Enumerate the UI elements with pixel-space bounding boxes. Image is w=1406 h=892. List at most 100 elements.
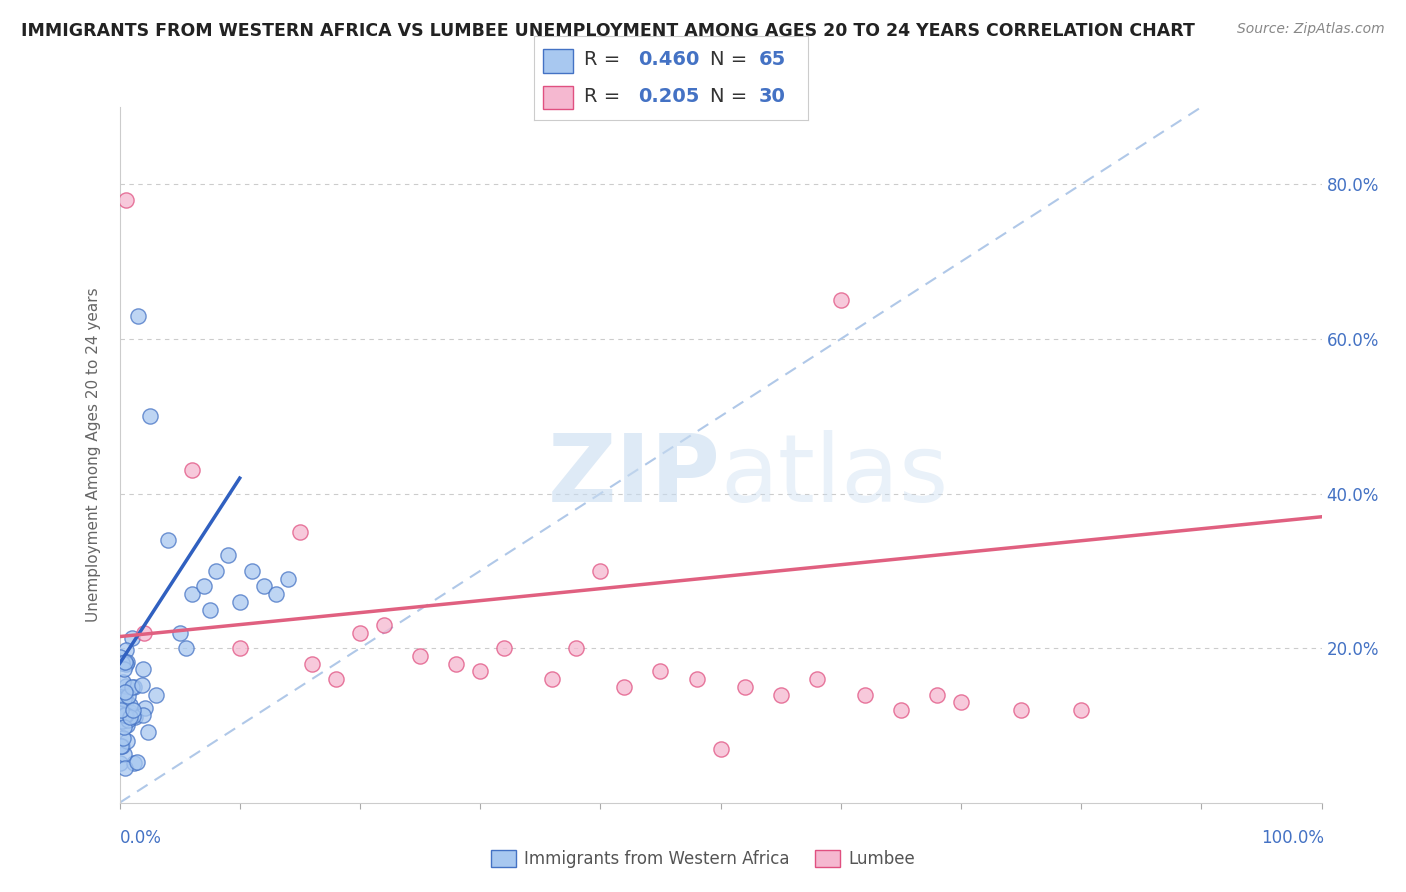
Point <box>325 672 347 686</box>
Point <box>112 708 135 723</box>
Point <box>277 572 299 586</box>
Point <box>121 680 143 694</box>
Point <box>198 602 221 616</box>
Text: N =: N = <box>710 87 754 106</box>
Point <box>734 680 756 694</box>
Point <box>127 309 149 323</box>
Point <box>131 662 153 676</box>
Point <box>110 703 132 717</box>
Bar <box>543 86 572 110</box>
Point <box>204 564 226 578</box>
Point <box>114 655 136 669</box>
Point <box>111 706 134 720</box>
Point <box>114 761 136 775</box>
Point <box>117 689 139 703</box>
Point <box>114 708 136 723</box>
Point <box>118 710 141 724</box>
Point <box>114 679 136 693</box>
Text: 65: 65 <box>759 50 786 69</box>
Text: 0.205: 0.205 <box>638 87 700 106</box>
Point <box>110 696 132 710</box>
Text: R =: R = <box>583 87 626 106</box>
Point <box>138 409 160 424</box>
Point <box>769 688 792 702</box>
Point <box>468 665 492 679</box>
Point <box>125 755 148 769</box>
Point <box>108 687 131 701</box>
Point <box>120 705 142 719</box>
Point <box>806 672 828 686</box>
Point <box>1070 703 1092 717</box>
Text: 100.0%: 100.0% <box>1261 829 1324 847</box>
Point <box>115 694 138 708</box>
Point <box>228 641 252 656</box>
Point <box>925 688 948 702</box>
Point <box>112 747 135 761</box>
Point <box>409 648 432 663</box>
Point <box>169 625 191 640</box>
Point <box>138 725 160 739</box>
Point <box>115 642 138 657</box>
Point <box>174 641 197 656</box>
Point <box>264 587 287 601</box>
Point <box>112 721 135 735</box>
Point <box>288 525 311 540</box>
Text: ZIP: ZIP <box>548 430 720 522</box>
Legend: Immigrants from Western Africa, Lumbee: Immigrants from Western Africa, Lumbee <box>485 843 921 875</box>
Point <box>122 756 145 770</box>
Point <box>373 618 395 632</box>
Point <box>253 579 276 593</box>
Point <box>110 739 132 754</box>
Point <box>124 709 146 723</box>
Point <box>114 193 136 207</box>
Point <box>121 709 143 723</box>
Point <box>112 674 135 689</box>
Point <box>709 741 731 756</box>
Text: IMMIGRANTS FROM WESTERN AFRICA VS LUMBEE UNEMPLOYMENT AMONG AGES 20 TO 24 YEARS : IMMIGRANTS FROM WESTERN AFRICA VS LUMBEE… <box>21 22 1195 40</box>
Point <box>111 731 134 745</box>
Point <box>180 463 202 477</box>
Text: 0.460: 0.460 <box>638 50 700 69</box>
Point <box>180 587 202 601</box>
Point <box>145 688 167 702</box>
Point <box>120 698 142 712</box>
Text: atlas: atlas <box>720 430 949 522</box>
Point <box>131 707 153 722</box>
Point <box>111 714 134 728</box>
Point <box>121 631 143 645</box>
Point <box>112 692 135 706</box>
Point <box>890 703 912 717</box>
Point <box>114 685 136 699</box>
Point <box>114 690 136 705</box>
Point <box>111 739 134 754</box>
Point <box>240 564 263 578</box>
Point <box>110 756 132 770</box>
Point <box>121 703 143 717</box>
Point <box>349 625 371 640</box>
Point <box>117 713 139 727</box>
Point <box>565 641 588 656</box>
Point <box>115 656 138 670</box>
Point <box>134 701 156 715</box>
Point <box>131 678 153 692</box>
Point <box>108 650 131 665</box>
Point <box>156 533 179 547</box>
Text: N =: N = <box>710 50 754 69</box>
Point <box>444 657 467 671</box>
Text: Source: ZipAtlas.com: Source: ZipAtlas.com <box>1237 22 1385 37</box>
Bar <box>543 49 572 73</box>
Point <box>115 718 138 732</box>
Point <box>541 672 564 686</box>
Point <box>112 662 135 676</box>
Point <box>685 672 707 686</box>
Y-axis label: Unemployment Among Ages 20 to 24 years: Unemployment Among Ages 20 to 24 years <box>86 287 101 623</box>
Text: R =: R = <box>583 50 626 69</box>
Point <box>111 699 134 714</box>
Point <box>114 657 136 672</box>
Point <box>494 641 516 656</box>
Point <box>613 680 636 694</box>
Point <box>301 657 323 671</box>
Text: 30: 30 <box>759 87 786 106</box>
Point <box>122 680 145 694</box>
Point <box>830 293 852 308</box>
